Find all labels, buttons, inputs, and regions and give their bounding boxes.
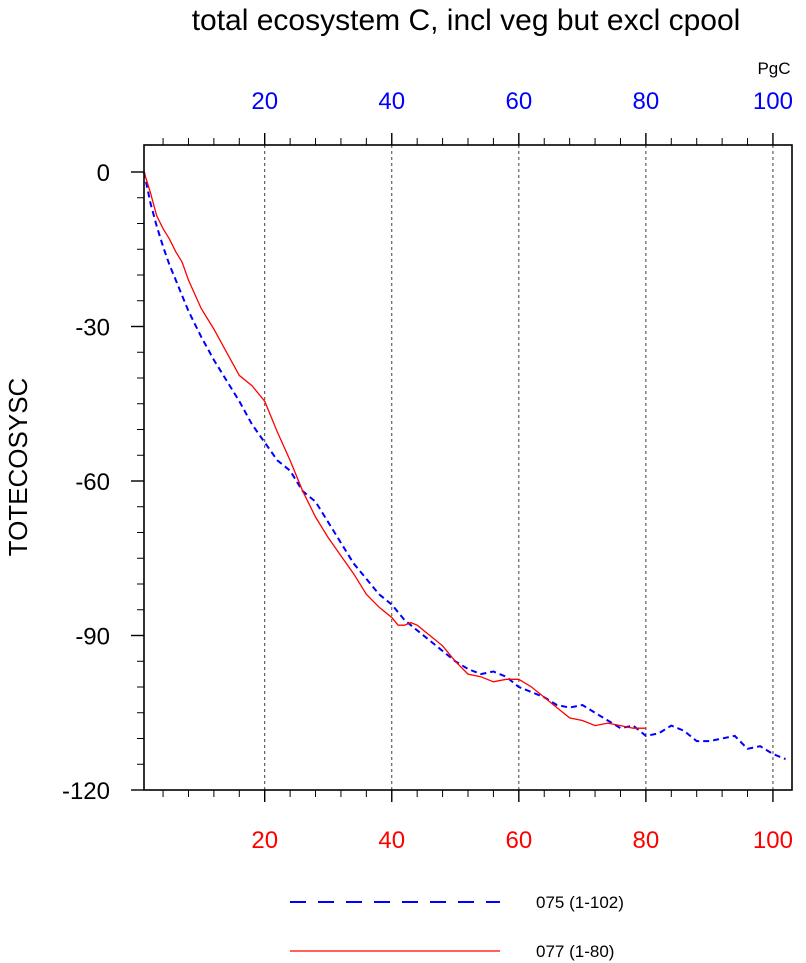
series-lines — [143, 171, 786, 761]
legend: 075 (1-102) 077 (1-80) — [290, 893, 624, 961]
y-tick-label: 0 — [97, 160, 110, 187]
x-tick-label-bottom: 40 — [378, 827, 405, 854]
x-tick-label-bottom: 20 — [251, 827, 278, 854]
x-tick-label-top: 40 — [378, 88, 405, 115]
axes: 0 -30 -60 -90 -120 20 40 60 80 100 20 40 60 80 100 — [62, 88, 793, 854]
y-axis-label: TOTECOSYSC — [3, 378, 33, 557]
x-tick-label-top: 80 — [633, 88, 660, 115]
x-tick-label-top: 20 — [251, 88, 278, 115]
legend-label-1: 075 (1-102) — [536, 893, 624, 912]
x-tick-label-bottom: 80 — [633, 827, 660, 854]
x-tick-label-top: 100 — [753, 88, 793, 115]
series-line-2 — [143, 171, 646, 729]
y-tick-label: -60 — [75, 469, 110, 496]
y-tick-label: -90 — [75, 624, 110, 651]
y-tick-label: -30 — [75, 315, 110, 342]
x-tick-label-bottom: 100 — [753, 827, 793, 854]
y-tick-label: -120 — [62, 778, 110, 805]
plot-frame — [143, 144, 793, 791]
chart-title: total ecosystem C, incl veg but excl cpo… — [192, 4, 741, 37]
x-tick-label-bottom: 60 — [505, 827, 532, 854]
grid-lines — [264, 145, 774, 790]
units-label: PgC — [757, 59, 790, 78]
series-line-1 — [143, 171, 786, 761]
legend-label-2: 077 (1-80) — [536, 942, 614, 961]
x-tick-label-top: 60 — [505, 88, 532, 115]
